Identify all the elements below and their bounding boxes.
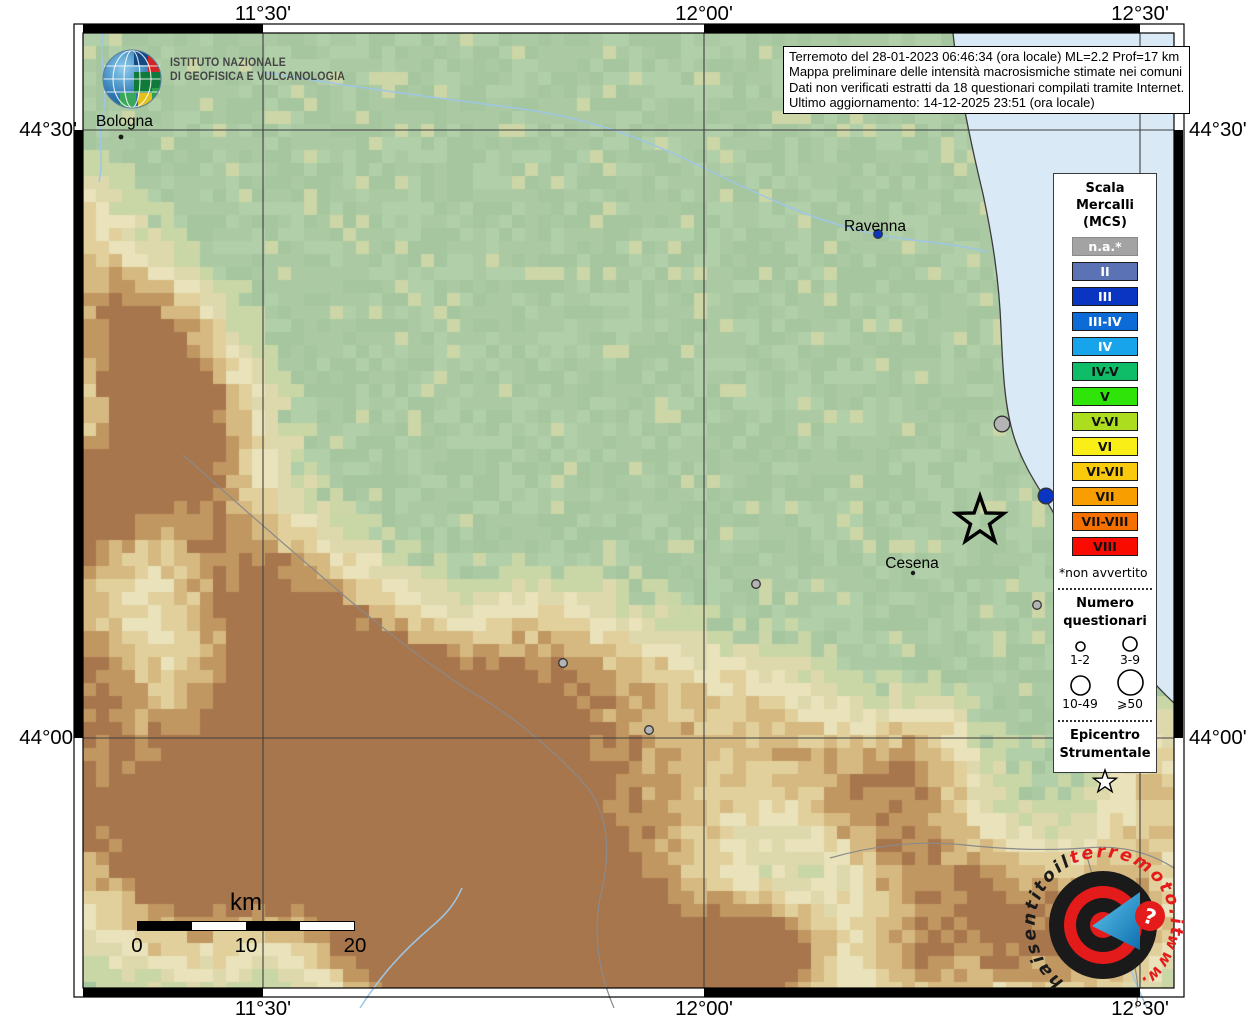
scale-bar: km 0 10 20 xyxy=(131,889,366,958)
scale-tick-0: 0 xyxy=(131,934,143,957)
scale-bar-segments xyxy=(137,921,355,931)
scale-segment xyxy=(138,922,192,930)
city-label: Ravenna xyxy=(843,218,907,235)
questionnaires-title-line1: Numero xyxy=(1076,596,1134,611)
questionnaire-dots-layer xyxy=(558,229,1055,735)
scale-segment xyxy=(300,922,354,930)
epicenter-star xyxy=(951,490,1009,546)
questionnaire-size-circle xyxy=(1122,636,1138,652)
epicenter-title: Epicentro Strumentale xyxy=(1054,727,1156,763)
questionnaires-title-line2: questionari xyxy=(1063,614,1147,629)
scale-segment xyxy=(192,922,246,930)
ingv-globe-icon xyxy=(102,49,162,109)
questionnaires-title: Numero questionari xyxy=(1054,595,1156,631)
mercalli-chip: III xyxy=(1072,287,1138,306)
epicenter-star-icon xyxy=(1091,767,1119,794)
legend-divider2 xyxy=(1058,720,1152,722)
mercalli-chip: VII-VIII xyxy=(1072,512,1138,531)
questionnaire-dot xyxy=(873,229,883,239)
epicenter-title-line2: Strumentale xyxy=(1059,746,1151,761)
questionnaire-size-label: 10-49 xyxy=(1062,697,1098,711)
questionnaire-size-label: 3-9 xyxy=(1119,653,1141,667)
legend-footnote: *non avvertito xyxy=(1059,566,1148,580)
questionnaire-size-item: 3-9 xyxy=(1105,635,1155,668)
info-line-map: Mappa preliminare delle intensità macros… xyxy=(789,64,1183,80)
axis-label-right: 44°00' xyxy=(1189,726,1247,749)
legend-title-line2: Mercalli xyxy=(1075,198,1134,213)
epicenter-star-marker xyxy=(951,490,1009,546)
questionnaire-dot xyxy=(1032,600,1042,610)
info-line-data: Dati non verificati estratti da 18 quest… xyxy=(789,79,1185,95)
city-markers-layer xyxy=(118,134,916,576)
questionnaire-size-label: ⩾50 xyxy=(1117,697,1143,711)
axis-label-left: 44°00' xyxy=(19,726,77,749)
mercalli-chip: VI-VII xyxy=(1072,462,1138,481)
mercalli-chip: VII xyxy=(1072,487,1138,506)
legend-title-line3: (MCS) xyxy=(1083,215,1127,230)
questionnaire-size-label: 1-2 xyxy=(1069,653,1091,667)
map-frame xyxy=(73,23,1185,998)
axis-label-top: 12°30' xyxy=(1111,2,1169,25)
axis-label-left: 44°30' xyxy=(19,118,77,141)
ingv-line2: DI GEOFISICA E VULCANOLOGIA xyxy=(170,70,346,83)
questionnaire-size-item: ⩾50 xyxy=(1105,668,1155,712)
haisentito-watermark: ? haisentitoilterremoto.it www. xyxy=(1020,842,1184,993)
questionnaire-size-circle xyxy=(1069,675,1091,696)
mercalli-chip: n.a.* xyxy=(1072,237,1138,256)
questionnaire-size-key: 1-2 3-9 10-49 ⩾50 xyxy=(1054,635,1156,712)
epicenter-title-line1: Epicentro xyxy=(1070,728,1140,743)
mercalli-chip: VIII xyxy=(1072,537,1138,556)
mercalli-chip: II xyxy=(1072,262,1138,281)
info-line-event: Terremoto del 28-01-2023 06:46:34 (ora l… xyxy=(789,49,1180,64)
scale-segment xyxy=(246,922,300,930)
city-marker xyxy=(910,570,916,576)
questionnaire-size-circle xyxy=(1116,669,1144,696)
questionnaire-dot xyxy=(644,725,654,735)
info-line-update: Ultimo aggiornamento: 14-12-2025 23:51 (… xyxy=(789,94,1095,110)
city-label: Cesena xyxy=(885,555,939,572)
mercalli-chip: IV xyxy=(1072,337,1138,356)
axis-label-right: 44°30' xyxy=(1189,118,1247,141)
questionnaire-dot xyxy=(1037,487,1055,505)
legend-panel: Scala Mercalli (MCS) n.a.* II III III-IV IV I… xyxy=(1053,173,1157,794)
megaphone-icon xyxy=(1092,892,1140,950)
questionnaire-dot xyxy=(751,579,761,589)
scale-tick-labels: 0 10 20 xyxy=(131,934,366,958)
axis-label-top: 12°00' xyxy=(675,2,733,25)
city-label: Bologna xyxy=(96,113,153,130)
mercalli-chip: V-VI xyxy=(1072,412,1138,431)
questionnaire-size-item: 10-49 xyxy=(1055,668,1105,712)
questionnaire-dot xyxy=(558,658,568,668)
axis-label-bottom: 11°30' xyxy=(234,997,292,1020)
mercalli-chip: III-IV xyxy=(1072,312,1138,331)
questionnaire-size-item: 1-2 xyxy=(1055,635,1105,668)
axis-label-bottom: 12°30' xyxy=(1111,997,1169,1020)
questionnaire-dot xyxy=(993,415,1011,433)
mercalli-chip: V xyxy=(1072,387,1138,406)
question-badge-icon xyxy=(1135,901,1165,931)
mercalli-chip: IV-V xyxy=(1072,362,1138,381)
city-marker xyxy=(118,134,124,140)
axis-label-top: 11°30' xyxy=(234,2,292,25)
ingv-line1: ISTITUTO NAZIONALE xyxy=(170,57,286,69)
legend-divider xyxy=(1058,588,1152,590)
ingv-wordmark: ISTITUTO NAZIONALE DI GEOFISICA E VULCAN… xyxy=(170,57,345,84)
scale-tick-10: 10 xyxy=(234,934,258,957)
mercalli-chip: VI xyxy=(1072,437,1138,456)
axis-label-bottom: 12°00' xyxy=(675,997,733,1020)
scale-unit-label: km xyxy=(230,889,262,916)
legend-title-line1: Scala xyxy=(1085,181,1125,196)
mercalli-scale-chips: n.a.* II III III-IV IV IV-V V V-VI VI VI-VII VII VI… xyxy=(1054,237,1156,556)
scale-tick-20: 20 xyxy=(343,934,367,957)
legend-title: Scala Mercalli (MCS) xyxy=(1054,180,1156,231)
earthquake-info-box: Terremoto del 28-01-2023 06:46:34 (ora l… xyxy=(783,46,1191,115)
questionnaire-size-circle xyxy=(1074,641,1086,652)
